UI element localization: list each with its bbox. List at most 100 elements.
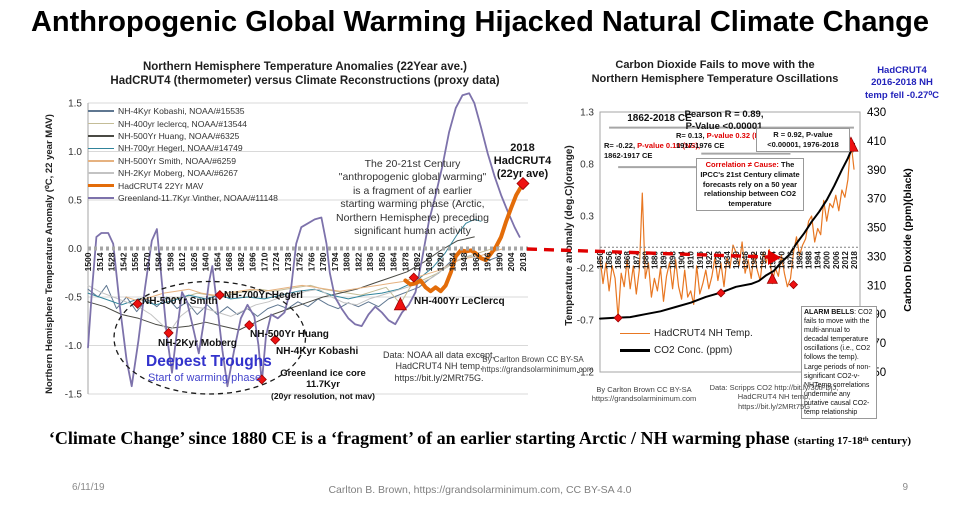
svg-text:1850: 1850 [596, 251, 605, 269]
range-1862-2018-label: 1862-2018 CE [627, 113, 692, 124]
svg-text:1780: 1780 [318, 252, 328, 271]
svg-text:1626: 1626 [189, 252, 199, 271]
legend-swatch [88, 147, 114, 150]
legend-label: NH-700yr Hegerl, NOAA/#14749 [118, 143, 243, 154]
svg-text:1542: 1542 [118, 252, 128, 271]
svg-text:-0.7: -0.7 [577, 316, 595, 327]
svg-text:1946: 1946 [741, 251, 750, 269]
legend-swatch [88, 172, 114, 174]
svg-text:1910: 1910 [687, 251, 696, 269]
legend-item: NH-2Kyr Moberg, NOAA/#6267 [88, 167, 328, 179]
legend-label: Greenland-11.7Kyr Vinther, NOAA/#11148 [118, 192, 278, 203]
svg-text:1696: 1696 [248, 252, 258, 271]
svg-text:1934: 1934 [723, 251, 732, 269]
svg-text:1528: 1528 [107, 252, 117, 271]
svg-text:1892: 1892 [659, 251, 668, 269]
legend-label: NH-4Kyr Kobashi, NOAA/#15535 [118, 106, 245, 117]
svg-text:1962: 1962 [471, 252, 481, 271]
pearson-stat: Pearson R = 0.89, P-Value <0.00001 [684, 109, 764, 133]
left-chart-canvas: 1500 1514 1528 1542 1556 1570 1584 1598 1612 1626… [65, 92, 530, 401]
right-right-axis-label: Carbon Dioxide (ppm)(black) [902, 168, 914, 312]
svg-text:-1.5: -1.5 [65, 390, 83, 401]
svg-text:1952: 1952 [750, 251, 759, 269]
left-data-note: Data: NOAA all data except, HadCRUT4 NH … [382, 350, 496, 383]
right-chart-title: Carbon Dioxide Fails to move with the No… [591, 59, 839, 85]
svg-text:350: 350 [867, 223, 886, 235]
svg-text:1.0: 1.0 [68, 147, 82, 158]
svg-text:1988: 1988 [805, 251, 814, 269]
svg-text:1904: 1904 [678, 251, 687, 269]
svg-text:1864: 1864 [389, 252, 399, 271]
stat-1862-1917: R= -0.22, P-value 0.10 (NS), 1862-1917 C… [604, 141, 701, 160]
svg-text:1640: 1640 [201, 252, 211, 271]
svg-text:1822: 1822 [353, 252, 363, 271]
legend-label: NH-500Yr Smith, NOAA/#6259 [118, 155, 236, 166]
svg-text:1970: 1970 [777, 251, 786, 269]
svg-text:-0.5: -0.5 [65, 293, 83, 304]
svg-text:1934: 1934 [447, 252, 457, 271]
svg-text:390: 390 [867, 165, 886, 177]
svg-text:330: 330 [867, 251, 886, 263]
legend-label: CO2 Conc. (ppm) [654, 345, 733, 356]
legend-label: NH-2Kyr Moberg, NOAA/#6267 [118, 168, 238, 179]
svg-text:2004: 2004 [506, 252, 516, 271]
svg-text:1964: 1964 [768, 251, 777, 269]
svg-text:1982: 1982 [796, 251, 805, 269]
svg-text:430: 430 [867, 107, 886, 119]
svg-text:1.5: 1.5 [68, 99, 82, 110]
svg-text:310: 310 [867, 280, 886, 292]
stat-1976-2018: R = 0.92, P-value <0.00001, 1976-2018 [756, 128, 850, 152]
svg-text:1500: 1500 [83, 252, 93, 271]
svg-text:2000: 2000 [823, 251, 832, 269]
svg-text:1724: 1724 [271, 252, 281, 271]
svg-text:1766: 1766 [306, 252, 316, 271]
svg-text:1570: 1570 [142, 252, 152, 271]
svg-text:1856: 1856 [605, 251, 614, 269]
footer-date: 6/11/19 [72, 482, 105, 493]
correlation-not-cause-box: Correlation ≠ Cause: The IPCC's 21st Cen… [696, 158, 804, 211]
svg-text:1976: 1976 [483, 252, 493, 271]
temp-fell-note: HadCRUT4 2016-2018 NH temp fell -0.27⁰C [864, 65, 940, 101]
right-credit-note: By Carlton Brown CC BY-SA https://grands… [591, 385, 697, 404]
deepest-troughs-label: Deepest Troughs [146, 353, 272, 370]
svg-text:0.5: 0.5 [68, 196, 82, 207]
svg-text:1916: 1916 [696, 251, 705, 269]
svg-text:1898: 1898 [669, 251, 678, 269]
svg-text:1654: 1654 [212, 252, 222, 271]
legend-item: HadCRUT4 NH Temp. [620, 325, 780, 342]
legend-item: Greenland-11.7Kyr Vinther, NOAA/#11148 [88, 192, 328, 204]
legend-item: NH-500Yr Smith, NOAA/#6259 [88, 155, 328, 167]
svg-text:1738: 1738 [283, 252, 293, 271]
legend-label: HadCRUT4 22Yr MAV [118, 180, 204, 191]
legend-swatch [620, 348, 650, 353]
label-nh500-smith: NH-500Yr Smith [142, 296, 218, 307]
label-nh4kyr-kobashi: NH-4Kyr Kobashi [276, 346, 359, 357]
right-chart-legend: HadCRUT4 NH Temp. CO2 Conc. (ppm) [620, 325, 780, 359]
svg-text:1794: 1794 [330, 252, 340, 271]
legend-swatch [620, 332, 650, 335]
svg-text:1958: 1958 [759, 251, 768, 269]
svg-text:1808: 1808 [342, 252, 352, 271]
svg-text:1862: 1862 [614, 251, 623, 269]
svg-text:1612: 1612 [177, 252, 187, 271]
svg-text:0.8: 0.8 [580, 160, 594, 171]
legend-swatch [88, 110, 114, 112]
svg-text:2006: 2006 [832, 251, 841, 269]
svg-text:1892: 1892 [412, 252, 422, 271]
svg-text:1668: 1668 [224, 252, 234, 271]
svg-text:1836: 1836 [365, 252, 375, 271]
svg-text:1514: 1514 [95, 252, 105, 271]
svg-text:1880: 1880 [641, 251, 650, 269]
legend-item: NH-500Yr Huang, NOAA/#6325 [88, 130, 328, 142]
bottom-statement: ‘Climate Change’ since 1880 CE is a ‘fra… [48, 428, 912, 448]
svg-text:2018: 2018 [518, 252, 528, 271]
svg-text:2018: 2018 [850, 251, 859, 269]
svg-text:1682: 1682 [236, 252, 246, 271]
svg-text:1906: 1906 [424, 252, 434, 271]
legend-item: NH-4Kyr Kobashi, NOAA/#15535 [88, 105, 328, 117]
legend-swatch [88, 197, 114, 199]
legend-swatch [88, 183, 114, 188]
footer-credit: Carlton B. Brown, https://grandsolarmini… [328, 484, 632, 496]
start-warming-label: Start of warming phase [148, 372, 262, 384]
svg-text:1598: 1598 [165, 252, 175, 271]
